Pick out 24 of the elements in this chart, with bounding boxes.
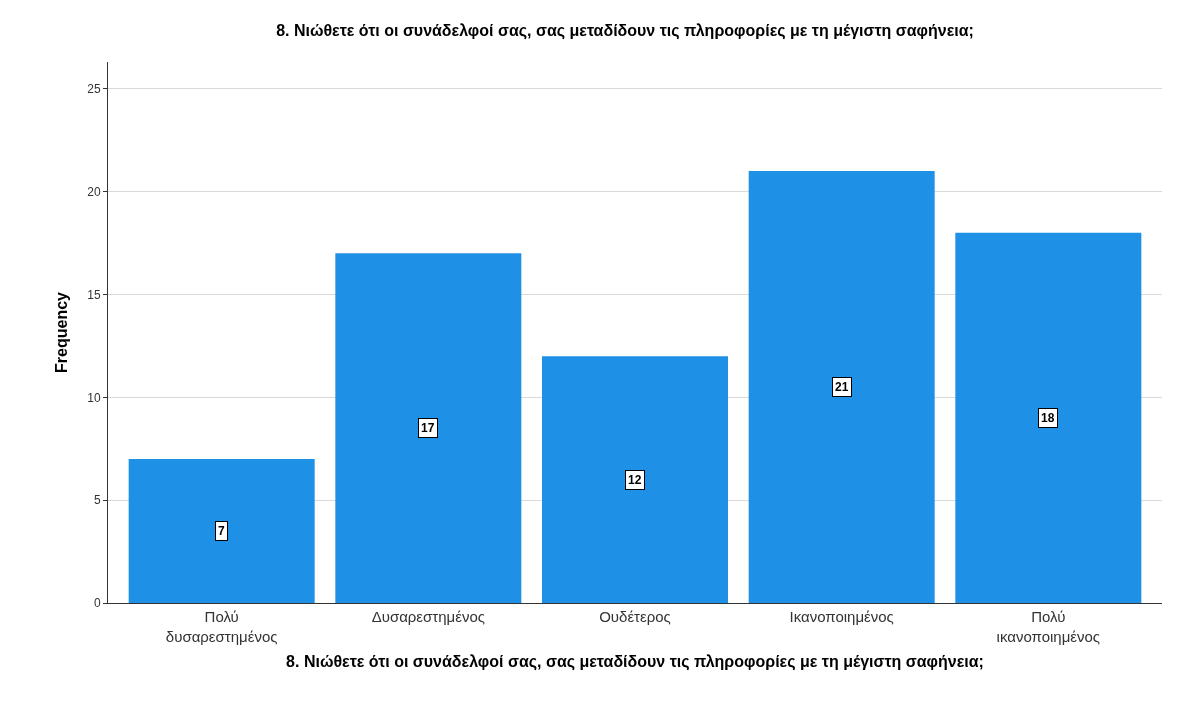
bar [955, 232, 1142, 603]
y-tick-label: 10 [87, 390, 101, 405]
bar [748, 171, 935, 603]
chart-title: 8. Νιώθετε ότι οι συνάδελφοί σας, σας μεταδίδουν τις πληροφορίες με τη μέγιστη σαφήνεια; [276, 22, 974, 41]
x-tick-label: Πολύ ικανοποιημένος [996, 608, 1101, 645]
y-tick-label: 15 [87, 287, 101, 302]
bar [128, 459, 315, 603]
bar [542, 356, 728, 603]
data-label: 18 [1041, 411, 1055, 425]
y-axis-title: Frequency [53, 291, 71, 373]
data-label: 21 [835, 380, 849, 394]
x-axis-title: 8. Νιώθετε ότι οι συνάδελφοί σας, σας μεταδίδουν τις πληροφορίες με τη μέγιστη σαφήνεια; [286, 653, 984, 672]
y-tick-label: 5 [93, 493, 101, 508]
x-tick-label: Πολύ δυσαρεστημένος [165, 608, 278, 645]
x-tick-label: Ικανοποιημένος [789, 608, 894, 625]
y-tick-label: 0 [93, 596, 101, 611]
bar [335, 253, 522, 603]
data-label: 12 [628, 473, 642, 487]
data-label: 7 [218, 524, 225, 538]
y-tick-label: 20 [87, 184, 101, 199]
x-tick-label: Δυσαρεστημένος [371, 608, 485, 625]
data-label: 17 [421, 421, 435, 435]
y-tick-label: 25 [87, 81, 101, 96]
x-tick-label: Ουδέτερος [599, 608, 671, 625]
